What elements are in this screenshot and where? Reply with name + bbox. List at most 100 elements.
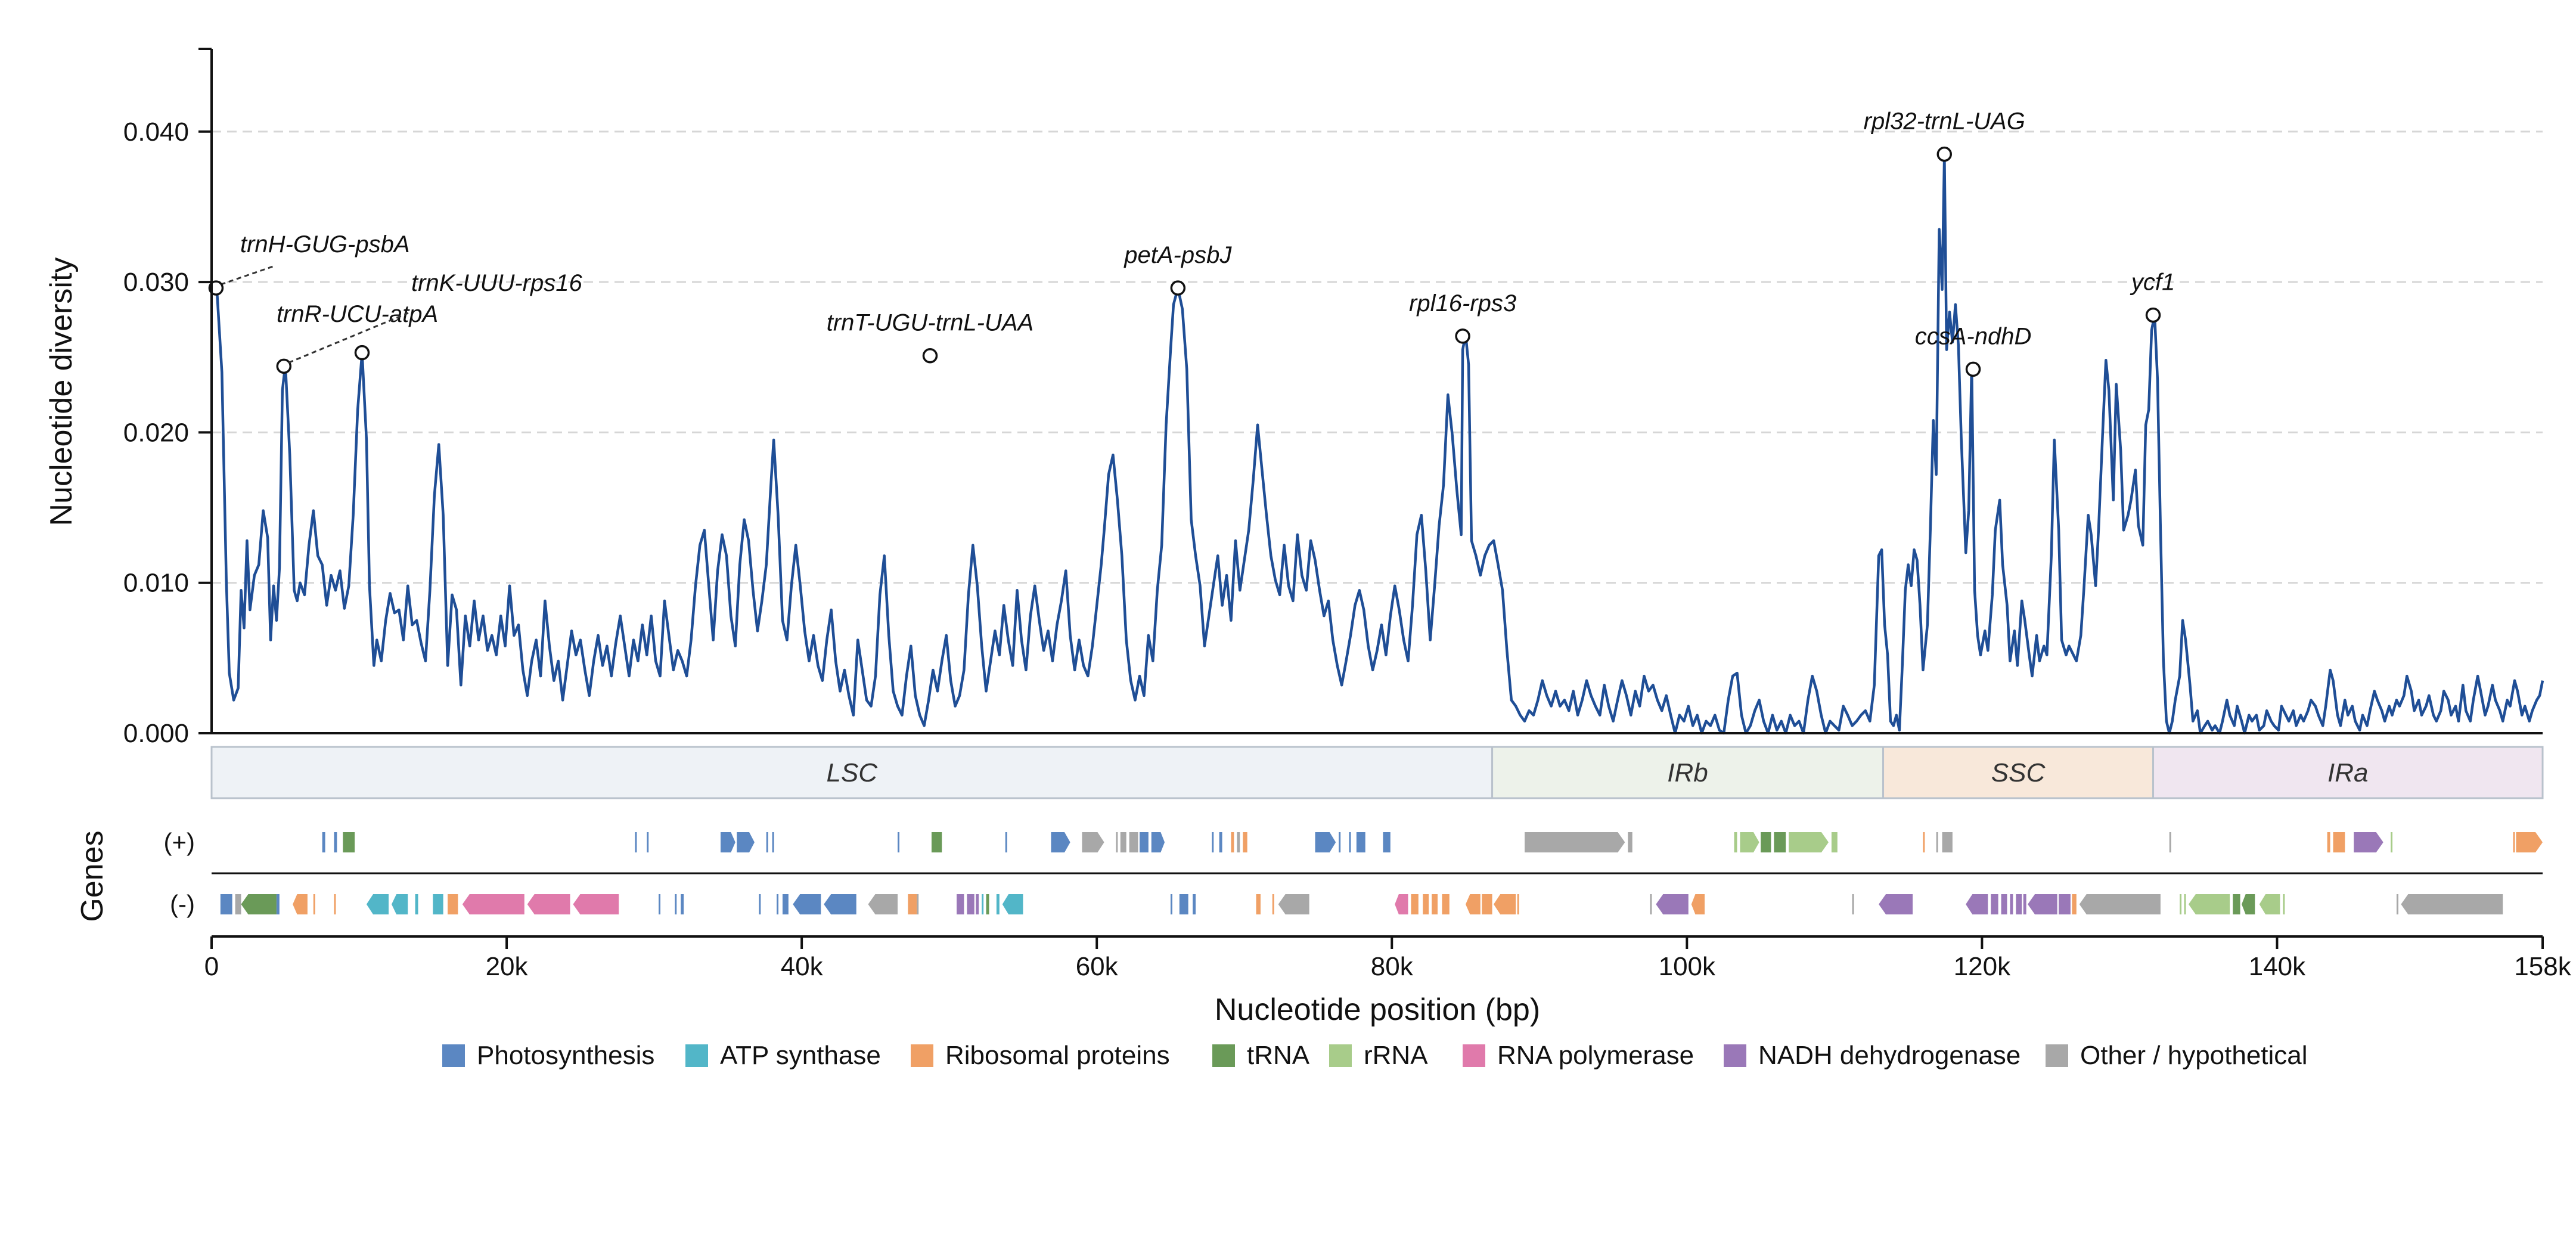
grid-lines xyxy=(212,131,2543,584)
y-tick-label: 0.000 xyxy=(123,719,189,748)
gene-feature xyxy=(976,894,979,914)
peak-marker xyxy=(1170,280,1186,296)
gene-feature xyxy=(1761,832,1771,852)
gene-feature xyxy=(1151,832,1165,852)
gene-feature xyxy=(1315,832,1336,852)
x-tick-label: 40k xyxy=(781,952,824,981)
peak-marker xyxy=(1936,146,1953,162)
region-label: IRa xyxy=(2327,758,2368,787)
gene-feature xyxy=(2354,832,2383,852)
legend-swatch xyxy=(1724,1044,1746,1067)
y-tick-label: 0.020 xyxy=(123,418,189,447)
gene-feature xyxy=(1170,894,1172,914)
peak-marker xyxy=(922,348,938,364)
peak-label: rpl32-trnL-UAG xyxy=(1864,108,2025,135)
peak-marker xyxy=(2145,307,2161,323)
genes-track-title: Genes xyxy=(75,830,110,922)
gene-feature xyxy=(1966,894,1988,914)
legend-label: RNA polymerase xyxy=(1497,1041,1694,1070)
x-tick-label: 100k xyxy=(1659,952,1716,981)
x-tick-label: 80k xyxy=(1371,952,1414,981)
gene-feature xyxy=(573,894,619,914)
gene-feature xyxy=(1789,832,1829,852)
gene-feature xyxy=(2396,894,2398,914)
gene-feature xyxy=(1656,894,1689,914)
gene-feature xyxy=(1411,894,1419,914)
gene-feature xyxy=(1231,832,1234,852)
gene-feature xyxy=(1991,894,1998,914)
region-band xyxy=(1882,746,2155,799)
gene-feature xyxy=(917,894,919,914)
gene-feature xyxy=(2233,894,2240,914)
gene-feature xyxy=(1349,832,1351,852)
gene-feature xyxy=(982,894,984,914)
legend-swatch xyxy=(1329,1044,1352,1067)
gene-feature xyxy=(1740,832,1759,852)
diversity-series xyxy=(210,153,2544,735)
gene-feature xyxy=(2180,894,2182,914)
region-band xyxy=(1491,746,1885,799)
gene-feature xyxy=(1278,894,1309,914)
gene-feature xyxy=(1051,832,1070,852)
gene-feature xyxy=(2259,894,2280,914)
gene-feature xyxy=(313,894,315,914)
gene-feature xyxy=(334,832,337,852)
gene-feature xyxy=(957,894,964,914)
gene-feature xyxy=(343,832,355,852)
gene-feature xyxy=(2059,894,2071,914)
gene-feature xyxy=(462,894,524,914)
peak-label: petA-psbJ xyxy=(1123,242,1232,268)
peak-marker xyxy=(1965,361,1981,377)
gene-feature xyxy=(1442,894,1450,914)
gene-feature xyxy=(1212,832,1214,852)
gene-feature xyxy=(2023,894,2026,914)
gene-feature xyxy=(931,832,942,852)
legend-label: Photosynthesis xyxy=(477,1041,654,1070)
strand-label: (-) xyxy=(170,890,195,918)
gene-feature xyxy=(2001,894,2007,914)
gene-feature xyxy=(720,832,735,852)
gene-feature xyxy=(1356,832,1365,852)
gene-feature xyxy=(824,894,856,914)
y-axis-title: Nucleotide diversity xyxy=(44,258,79,526)
legend-swatch xyxy=(1463,1044,1485,1067)
gene-feature xyxy=(996,894,1000,914)
y-tick-label: 0.040 xyxy=(123,117,189,147)
x-tick-label: 158k xyxy=(2514,952,2571,981)
gene-feature xyxy=(675,894,677,914)
gene-feature xyxy=(1942,832,1953,852)
gene-feature xyxy=(1423,894,1429,914)
gene-feature xyxy=(1494,894,1516,914)
gene-feature xyxy=(2072,894,2077,914)
gene-feature xyxy=(659,894,661,914)
gene-feature xyxy=(1734,832,1737,852)
gene-feature xyxy=(2028,894,2057,914)
gene-feature xyxy=(2516,832,2543,852)
gene-feature xyxy=(1193,894,1196,914)
gene-feature xyxy=(766,832,768,852)
gene-feature xyxy=(1116,832,1118,852)
x-tick-label: 20k xyxy=(486,952,529,981)
legend-swatch xyxy=(2046,1044,2068,1067)
gene-feature xyxy=(635,832,637,852)
gene-feature xyxy=(793,894,821,914)
region-band xyxy=(2152,746,2544,799)
gene-feature xyxy=(1243,832,1247,852)
gene-feature xyxy=(2513,832,2515,852)
gene-feature xyxy=(448,894,458,914)
gene-feature xyxy=(415,894,418,914)
peak-label: ycf1 xyxy=(2130,269,2175,296)
gene-feature xyxy=(1774,832,1786,852)
gene-feature xyxy=(1272,894,1274,914)
gene-feature xyxy=(2327,832,2330,852)
gene-feature xyxy=(1237,832,1240,852)
gene-feature xyxy=(1395,894,1408,914)
gene-feature xyxy=(2079,894,2161,914)
peak-label: trnR-UCU-atpA xyxy=(277,301,438,327)
x-tick-label: 60k xyxy=(1076,952,1119,981)
gene-feature xyxy=(1219,832,1222,852)
legend-label: Other / hypothetical xyxy=(2080,1041,2308,1070)
y-tick-label: 0.010 xyxy=(123,569,189,598)
axes: 0.000 0.010 0.020 0.030 0.040 0 20k 40k 60k 80k 10… xyxy=(123,48,2572,981)
